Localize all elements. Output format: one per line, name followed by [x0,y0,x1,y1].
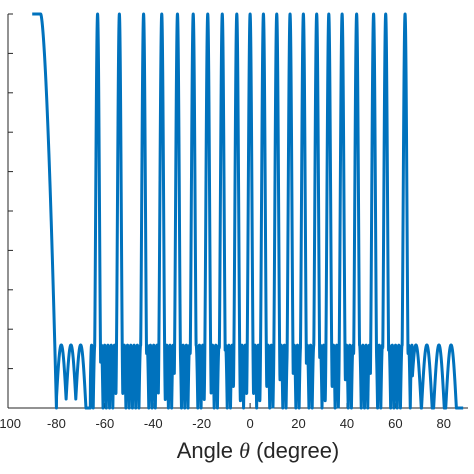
x-tick-label: -100 [0,416,21,431]
x-axis-label-symbol: θ [239,438,250,463]
x-tick-label: 80 [437,416,451,431]
x-axis-label-text: Angle [177,438,233,463]
x-tick-label: 40 [340,416,354,431]
x-axis-label: Angle θ (degree) [177,438,340,463]
series-line [30,12,465,410]
x-tick-label: -40 [144,416,163,431]
x-tick-label: -20 [192,416,211,431]
x-tick-label: 0 [246,416,253,431]
x-axis-label-unit: (degree) [256,438,339,463]
x-ticks: -100 -80 -60 -40 -20 0 20 40 60 80 [0,403,451,431]
x-tick-label: 60 [388,416,402,431]
y-ticks [8,13,13,370]
x-tick-label: -60 [95,416,114,431]
x-tick-label: -80 [47,416,66,431]
x-tick-label: 20 [291,416,305,431]
